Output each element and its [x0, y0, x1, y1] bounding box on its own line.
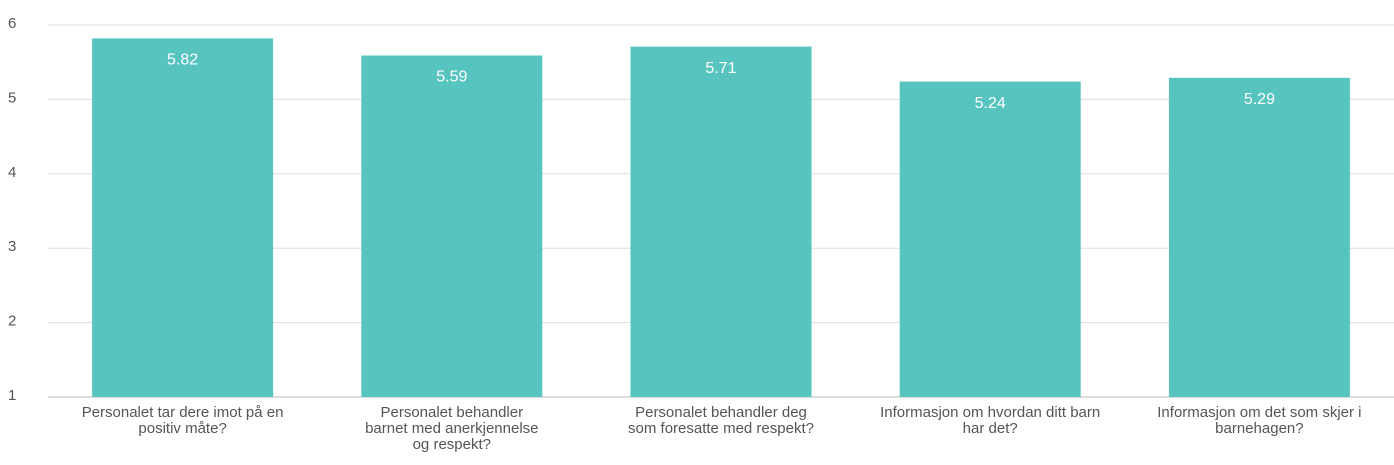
x-tick-label: Personalet behandler barnet med anerkjen… [365, 404, 539, 453]
y-tick-label: 6 [8, 15, 16, 32]
value-label: 5.82 [167, 52, 198, 69]
x-tick-label: Informasjon om hvordan ditt barn har det… [880, 404, 1101, 437]
y-tick-label: 1 [8, 387, 16, 404]
value-label: 5.71 [705, 60, 736, 77]
bar [899, 81, 1081, 397]
x-tick-label: Informasjon om det som skjer i barnehage… [1157, 404, 1362, 437]
bar [92, 38, 274, 397]
y-tick-label: 4 [8, 164, 16, 181]
x-tick-label: Personalet tar dere imot på en positiv m… [81, 404, 284, 437]
value-label: 5.24 [975, 95, 1006, 112]
bar [361, 55, 543, 398]
y-tick-label: 5 [8, 89, 16, 106]
y-tick-label: 3 [8, 238, 16, 255]
y-tick-label: 2 [8, 313, 16, 330]
bar [630, 46, 812, 398]
bar [1168, 77, 1350, 397]
value-label: 5.59 [436, 69, 467, 86]
x-tick-label: Personalet behandler deg som foresatte m… [628, 404, 814, 437]
value-label: 5.29 [1244, 91, 1275, 108]
